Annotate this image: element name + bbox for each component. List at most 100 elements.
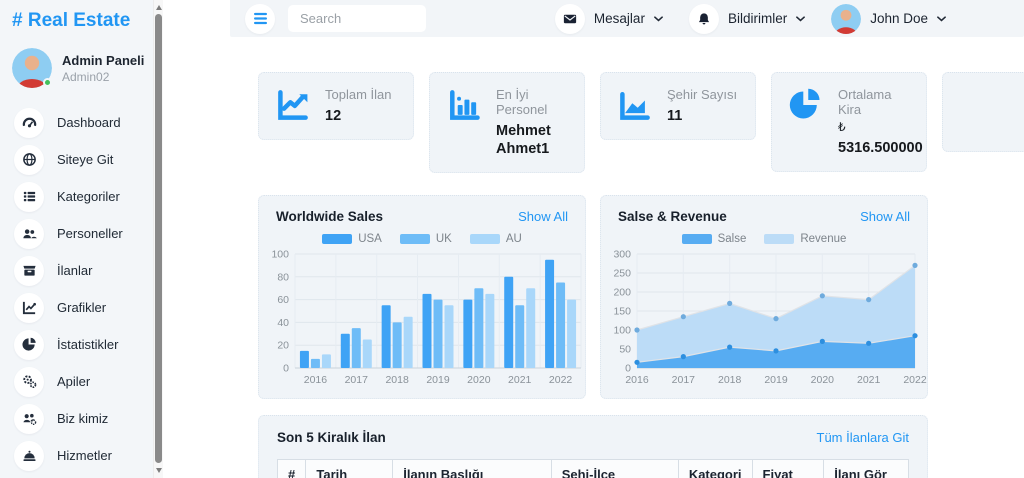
sidebar-item-label: Kategoriler: [57, 189, 120, 204]
envelope-icon[interactable]: [554, 3, 585, 34]
recent-listings-title: Son 5 Kiralık İlan: [277, 430, 386, 446]
user-avatar: [831, 3, 862, 34]
legend-item-uk[interactable]: UK: [399, 233, 452, 245]
admin-profile[interactable]: Admin Paneli Admin02: [0, 38, 163, 104]
table-column-header-i-lan-g-r: İlanı Gör: [823, 459, 909, 478]
stat-card-label: Ortalama Kira: [838, 87, 892, 117]
scrollbar-thumb[interactable]: [155, 14, 162, 463]
legend-label: USA: [358, 233, 382, 246]
dashboard-content: Toplam İlan 12 En İyi Personel Mehmet Ahmet…: [230, 37, 1024, 478]
sales-revenue-legend: Salse Revenue: [601, 230, 927, 248]
svg-text:2018: 2018: [385, 374, 409, 386]
legend-label: AU: [505, 233, 522, 246]
worldwide-sales-panel: Worldwide Sales Show All USA UK AU 0 20 40 60…: [258, 195, 586, 400]
sales-revenue-show-all-link[interactable]: Show All: [860, 209, 910, 225]
line-chart-icon: [14, 292, 44, 323]
currency-symbol: ₺: [838, 120, 846, 134]
box-icon: [14, 255, 44, 286]
svg-text:2020: 2020: [811, 374, 835, 386]
speedometer-icon: [14, 107, 44, 138]
legend-swatch: [681, 234, 712, 245]
sales-revenue-area-chart: 0 50 100 150 200 250 300 2016 2017 2018 2019 2020 20…: [613, 249, 926, 387]
sidebar: # Real Estate Admin Paneli Admin02 Dashb…: [0, 0, 163, 478]
svg-text:80: 80: [277, 272, 289, 284]
svg-text:20: 20: [277, 340, 289, 352]
sidebar-item-i-lanlar[interactable]: İlanlar: [0, 252, 163, 289]
search-input[interactable]: [288, 5, 426, 32]
bar-chart-icon: [446, 87, 482, 158]
stat-card-ortalama-kira: Ortalama Kira ₺ 5316.500000: [771, 72, 927, 173]
svg-text:2019: 2019: [764, 374, 788, 386]
messages-dropdown[interactable]: Mesajlar: [554, 3, 663, 34]
sidebar-item-apiler[interactable]: Apiler: [0, 363, 163, 400]
sidebar-item-kategoriler[interactable]: Kategoriler: [0, 178, 163, 215]
svg-text:100: 100: [271, 249, 289, 261]
sidebar-item-label: Personeller: [57, 226, 123, 241]
stat-card-partial: [942, 72, 1024, 152]
legend-item-salse[interactable]: Salse: [681, 233, 747, 246]
stat-cards-row: Toplam İlan 12 En İyi Personel Mehmet Ahmet…: [258, 72, 1024, 174]
legend-swatch: [399, 234, 430, 245]
svg-text:2020: 2020: [467, 374, 491, 386]
stat-card-value: 12: [325, 108, 342, 124]
stat-card-value: Mehmet Ahmet1: [496, 123, 551, 158]
legend-label: Salse: [717, 233, 747, 246]
worldwide-sales-legend: USA UK AU: [259, 230, 585, 248]
sidebar-item-i-statistikler[interactable]: İstatistikler: [0, 326, 163, 363]
table-column-header-i-lan-n-ba-l: İlanın Başlığı: [392, 459, 552, 478]
sidebar-scrollbar[interactable]: [153, 0, 163, 478]
gears-icon: [14, 366, 44, 397]
table-header-row: # Tarih İlanın Başlığı Şehi-İlçe Kategori Fiy…: [276, 459, 909, 478]
charts-row: Worldwide Sales Show All USA UK AU 0 20 40 60…: [258, 195, 928, 400]
stat-card-label: Toplam İlan: [325, 87, 392, 102]
legend-label: Revenue: [800, 233, 847, 246]
list-icon: [14, 181, 44, 212]
svg-text:2016: 2016: [625, 374, 649, 386]
main-area: Mesajlar Bildirimler: [230, 0, 1024, 478]
admin-username: Admin02: [62, 69, 110, 84]
scrollbar-down-arrow[interactable]: [156, 468, 162, 473]
sidebar-toggle-button[interactable]: [245, 3, 275, 34]
sidebar-item-i-leti-im[interactable]: İletişim: [0, 474, 163, 478]
all-listings-link[interactable]: Tüm İlanlara Git: [816, 430, 909, 446]
sidebar-item-biz-kimiz[interactable]: Biz kimiz: [0, 400, 163, 437]
sidebar-item-label: Biz kimiz: [57, 411, 109, 426]
user-menu[interactable]: John Doe: [831, 3, 946, 34]
sales-revenue-panel: Salse & Revenue Show All Salse Revenue 0 5…: [600, 195, 928, 400]
svg-text:250: 250: [613, 268, 631, 280]
svg-text:2017: 2017: [345, 374, 369, 386]
recent-listings-panel: Son 5 Kiralık İlan Tüm İlanlara Git # Tar…: [258, 415, 928, 478]
worldwide-sales-show-all-link[interactable]: Show All: [518, 209, 568, 225]
pie-stat-icon: [788, 87, 824, 157]
avatar-image: [12, 48, 52, 88]
admin-avatar: [12, 48, 52, 88]
sidebar-item-hizmetler[interactable]: Hizmetler: [0, 437, 163, 474]
legend-item-usa[interactable]: USA: [322, 233, 382, 245]
trend-line-icon: [275, 87, 311, 125]
pie-chart-icon: [14, 329, 44, 360]
globe-icon: [14, 144, 44, 175]
notifications-label: Bildirimler: [727, 11, 788, 26]
sidebar-item-grafikler[interactable]: Grafikler: [0, 289, 163, 326]
sidebar-item-siteye-git[interactable]: Siteye Git: [0, 141, 163, 178]
table-column-header-ehi-i-l-e: Şehi-İlçe: [550, 459, 679, 478]
scrollbar-up-arrow[interactable]: [156, 5, 162, 10]
table-column-header-kategori: Kategori: [677, 459, 753, 478]
sidebar-item-label: Grafikler: [57, 300, 107, 315]
svg-text:2021: 2021: [857, 374, 881, 386]
sidebar-item-label: Siteye Git: [57, 152, 114, 167]
notifications-dropdown[interactable]: Bildirimler: [688, 3, 806, 34]
bell-icon[interactable]: [688, 3, 719, 34]
legend-item-au[interactable]: AU: [469, 233, 522, 246]
svg-text:2022: 2022: [549, 374, 573, 386]
svg-text:50: 50: [619, 344, 631, 356]
app-logo[interactable]: # Real Estate: [12, 10, 131, 31]
legend-item-revenue[interactable]: Revenue: [764, 233, 846, 245]
sidebar-item-label: Apiler: [57, 374, 91, 389]
sidebar-item-personeller[interactable]: Personeller: [0, 215, 163, 252]
svg-text:150: 150: [613, 306, 631, 318]
svg-text:60: 60: [277, 294, 289, 306]
sidebar-item-dashboard[interactable]: Dashboard: [0, 104, 163, 141]
users-icon: [14, 218, 44, 249]
legend-swatch: [764, 234, 795, 245]
